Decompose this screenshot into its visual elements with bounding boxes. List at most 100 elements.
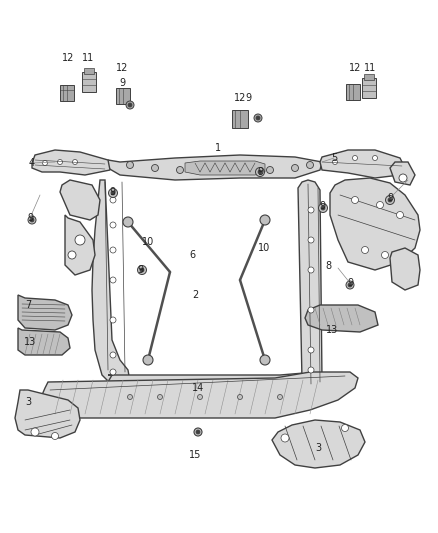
Circle shape [110,369,116,375]
Circle shape [292,165,299,172]
Polygon shape [65,215,95,275]
Text: 12: 12 [234,93,246,103]
Polygon shape [320,150,405,178]
Polygon shape [15,390,80,438]
Polygon shape [60,180,100,220]
Text: 11: 11 [364,63,376,73]
Circle shape [385,196,395,205]
Bar [60,85,74,101]
Circle shape [110,277,116,283]
Circle shape [255,167,265,176]
Circle shape [332,159,338,165]
Circle shape [177,166,184,174]
Text: 10: 10 [142,237,154,247]
Circle shape [110,352,116,358]
Text: 2: 2 [192,290,198,300]
Circle shape [346,281,354,289]
Text: 3: 3 [25,397,31,407]
Text: 4: 4 [29,158,35,168]
Polygon shape [330,178,420,270]
Bar [362,78,376,98]
Text: 1: 1 [215,143,221,153]
Circle shape [28,216,36,224]
Polygon shape [305,305,378,332]
Bar [232,110,248,128]
Bar [364,74,374,80]
Circle shape [361,246,368,254]
Circle shape [198,394,202,400]
Circle shape [30,218,34,222]
Circle shape [388,198,392,202]
Polygon shape [390,248,420,290]
Text: 9: 9 [137,265,143,275]
Polygon shape [104,390,128,415]
Circle shape [260,355,270,365]
Circle shape [399,174,407,182]
Text: 9: 9 [319,201,325,211]
Circle shape [57,159,63,165]
Polygon shape [104,372,320,402]
Circle shape [396,212,403,219]
Bar [116,88,130,104]
Circle shape [260,215,270,225]
Bar [84,68,94,74]
Circle shape [75,235,85,245]
Circle shape [109,189,117,198]
Text: 12: 12 [62,53,74,63]
Circle shape [352,197,358,204]
Circle shape [318,204,328,213]
Circle shape [308,207,314,213]
Circle shape [278,394,283,400]
Circle shape [342,424,349,432]
Circle shape [196,430,200,434]
Polygon shape [272,420,365,468]
Text: 12: 12 [116,63,128,73]
Circle shape [123,217,133,227]
Polygon shape [92,180,130,390]
Circle shape [254,114,262,122]
Text: 13: 13 [326,325,338,335]
Circle shape [68,251,76,259]
Circle shape [353,156,357,160]
Text: 9: 9 [27,213,33,223]
Text: 9: 9 [109,187,115,197]
Circle shape [308,237,314,243]
Circle shape [110,222,116,228]
Polygon shape [298,180,322,390]
Polygon shape [304,375,322,405]
Circle shape [237,394,243,400]
Circle shape [127,394,133,400]
Polygon shape [108,155,322,180]
Circle shape [73,159,78,165]
Text: 13: 13 [24,337,36,347]
Circle shape [127,161,134,168]
Circle shape [110,247,116,253]
Circle shape [258,170,262,174]
Text: 10: 10 [258,243,270,253]
Circle shape [110,317,116,323]
Text: 12: 12 [349,63,361,73]
Circle shape [138,265,146,274]
Polygon shape [18,328,70,355]
Text: 9: 9 [387,193,393,203]
Circle shape [194,428,202,436]
Circle shape [158,394,162,400]
Text: 9: 9 [245,93,251,103]
Circle shape [42,160,47,166]
Circle shape [348,283,352,287]
Circle shape [381,252,389,259]
Circle shape [281,434,289,442]
Polygon shape [390,162,415,185]
Circle shape [266,166,273,174]
Circle shape [308,347,314,353]
Circle shape [128,103,132,107]
Polygon shape [185,161,265,175]
Circle shape [31,428,39,436]
Circle shape [126,101,134,109]
Circle shape [152,165,159,172]
Circle shape [372,156,378,160]
Circle shape [110,197,116,203]
Text: 15: 15 [189,450,201,460]
Text: 14: 14 [192,383,204,393]
Circle shape [308,367,314,373]
